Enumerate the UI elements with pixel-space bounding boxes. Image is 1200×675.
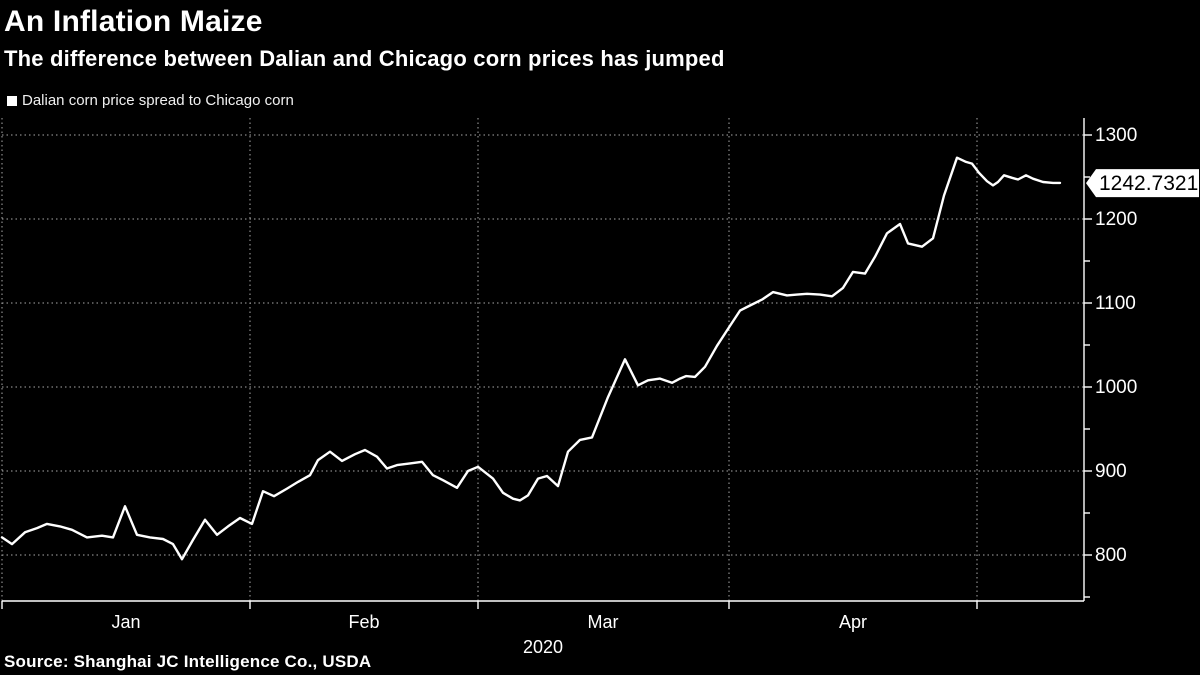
x-tick-label: Apr (839, 612, 867, 632)
current-value-label: 1242.7321 (1099, 172, 1198, 195)
current-value-tag (1086, 169, 1199, 198)
y-tick-label: 800 (1095, 545, 1127, 566)
chart-title: An Inflation Maize (4, 5, 263, 38)
y-tick-label: 1300 (1095, 125, 1137, 146)
chart-subtitle: The difference between Dalian and Chicag… (4, 46, 725, 71)
legend-label: Dalian corn price spread to Chicago corn (22, 92, 294, 109)
x-tick-label: Jan (111, 612, 140, 632)
y-tick-label: 900 (1095, 461, 1127, 482)
legend-square-icon (7, 95, 17, 106)
price-spread-line (0, 156, 1062, 561)
x-tick-label: Feb (348, 612, 379, 632)
x-tick-label: Mar (588, 612, 619, 632)
y-tick-label: 1000 (1095, 377, 1137, 398)
y-tick-label: 1200 (1095, 209, 1137, 230)
year-label: 2020 (523, 637, 563, 657)
legend: Dalian corn price spread to Chicago corn (7, 92, 294, 109)
y-tick-label: 1100 (1095, 293, 1136, 314)
source-note: Source: Shanghai JC Intelligence Co., US… (4, 652, 372, 671)
